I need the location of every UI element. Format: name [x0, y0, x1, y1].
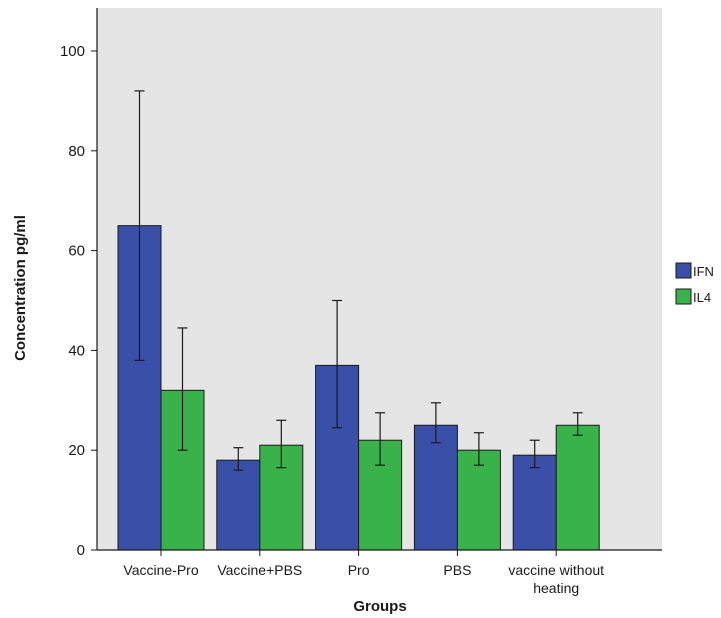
- bar-il4: [555, 424, 600, 551]
- x-tick-label: Pro: [348, 562, 370, 578]
- x-tick-label-line: Pro: [348, 562, 370, 578]
- x-tick-label: PBS: [443, 562, 471, 578]
- x-tick-label-line: vaccine without: [508, 562, 604, 578]
- x-tick-label-line: Vaccine-Pro: [123, 562, 198, 578]
- x-tick-label: Vaccine+PBS: [217, 562, 302, 578]
- error-bars-layer: [134, 90, 583, 471]
- x-tick-label-line: heating: [533, 580, 579, 596]
- legend: IFN IL4: [675, 262, 714, 305]
- x-ticks: Vaccine-Pro Vaccine+PBS Pro PBS vaccine with…: [123, 550, 604, 596]
- y-tick-label: 0: [77, 542, 85, 559]
- x-tick-label: vaccine without heating: [508, 562, 604, 596]
- y-ticks: 0 20 40 60 80 100: [60, 43, 97, 559]
- bars-layer: [117, 225, 600, 551]
- x-tick-label-line: PBS: [443, 562, 471, 578]
- x-axis-title: Groups: [353, 598, 406, 615]
- y-tick-label: 80: [68, 143, 85, 160]
- y-tick-label: 20: [68, 442, 85, 459]
- bar-il4: [456, 449, 501, 551]
- legend-swatch-ifn: [675, 262, 692, 279]
- y-tick-label: 100: [60, 43, 85, 60]
- bar-ifn: [216, 459, 261, 551]
- y-tick-label: 60: [68, 243, 85, 260]
- legend-label-ifn: IFN: [693, 264, 714, 279]
- x-tick-label-line: Vaccine+PBS: [217, 562, 302, 578]
- y-axis-title: Concentration pg/ml: [12, 215, 29, 361]
- y-tick-label: 40: [68, 342, 85, 359]
- legend-swatch-il4: [675, 288, 692, 305]
- bar-ifn: [413, 424, 458, 551]
- x-tick-label: Vaccine-Pro: [123, 562, 198, 578]
- bar-ifn: [512, 454, 557, 551]
- legend-label-il4: IL4: [693, 290, 711, 305]
